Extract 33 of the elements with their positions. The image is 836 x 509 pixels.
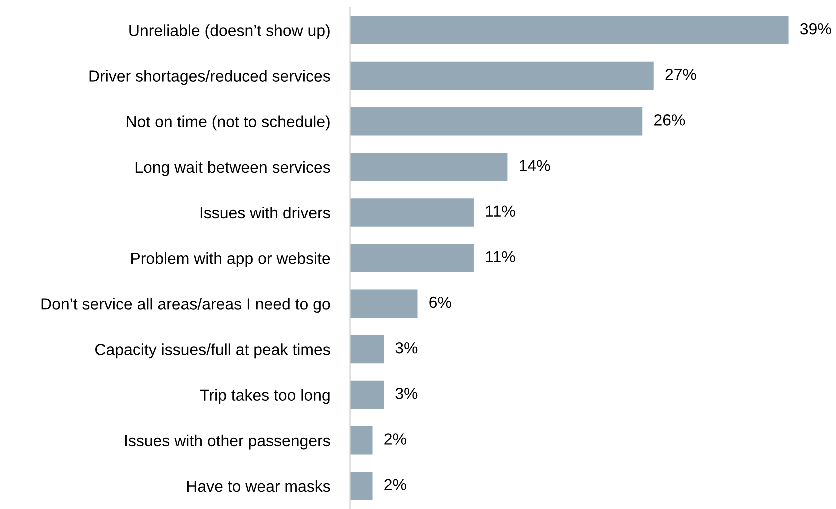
bar — [350, 472, 373, 500]
data-label: 3% — [396, 342, 418, 354]
bar — [350, 16, 789, 45]
y-tick-label: Long wait between services — [136, 161, 330, 176]
bar — [350, 107, 643, 136]
data-label: 2% — [384, 434, 406, 445]
y-tick-label: Unreliable (doesn’t show up) — [130, 24, 330, 40]
bar — [350, 244, 474, 272]
bar — [350, 426, 373, 455]
bar — [350, 62, 654, 90]
data-label: 3% — [396, 388, 418, 400]
bar — [350, 335, 384, 364]
data-label: 27% — [666, 68, 696, 80]
bar — [350, 380, 384, 410]
data-label: 14% — [520, 160, 550, 172]
data-label: 11% — [486, 206, 516, 217]
y-tick-label: Capacity issues/full at peak times — [96, 344, 330, 359]
data-label: 2% — [384, 479, 406, 490]
data-label: 11% — [486, 251, 516, 263]
y-tick-label: Have to wear masks — [187, 480, 330, 492]
bar — [350, 153, 508, 182]
y-tick-label: Driver shortages/reduced services — [90, 70, 330, 86]
data-label: 6% — [430, 296, 452, 308]
y-tick-label: Trip takes too long — [200, 389, 330, 404]
data-label: 26% — [654, 114, 686, 126]
y-tick-label: Problem with app or website — [132, 252, 330, 268]
y-tick-label: Not on time (not to schedule) — [127, 116, 330, 131]
y-tick-label: Issues with drivers — [200, 206, 330, 219]
bar — [350, 198, 474, 227]
y-tick-label: Issues with other passengers — [125, 434, 330, 450]
y-tick-label: Don’t service all areas/areas I need to go — [42, 298, 330, 313]
bar — [350, 290, 418, 318]
data-label: 39% — [800, 23, 832, 35]
